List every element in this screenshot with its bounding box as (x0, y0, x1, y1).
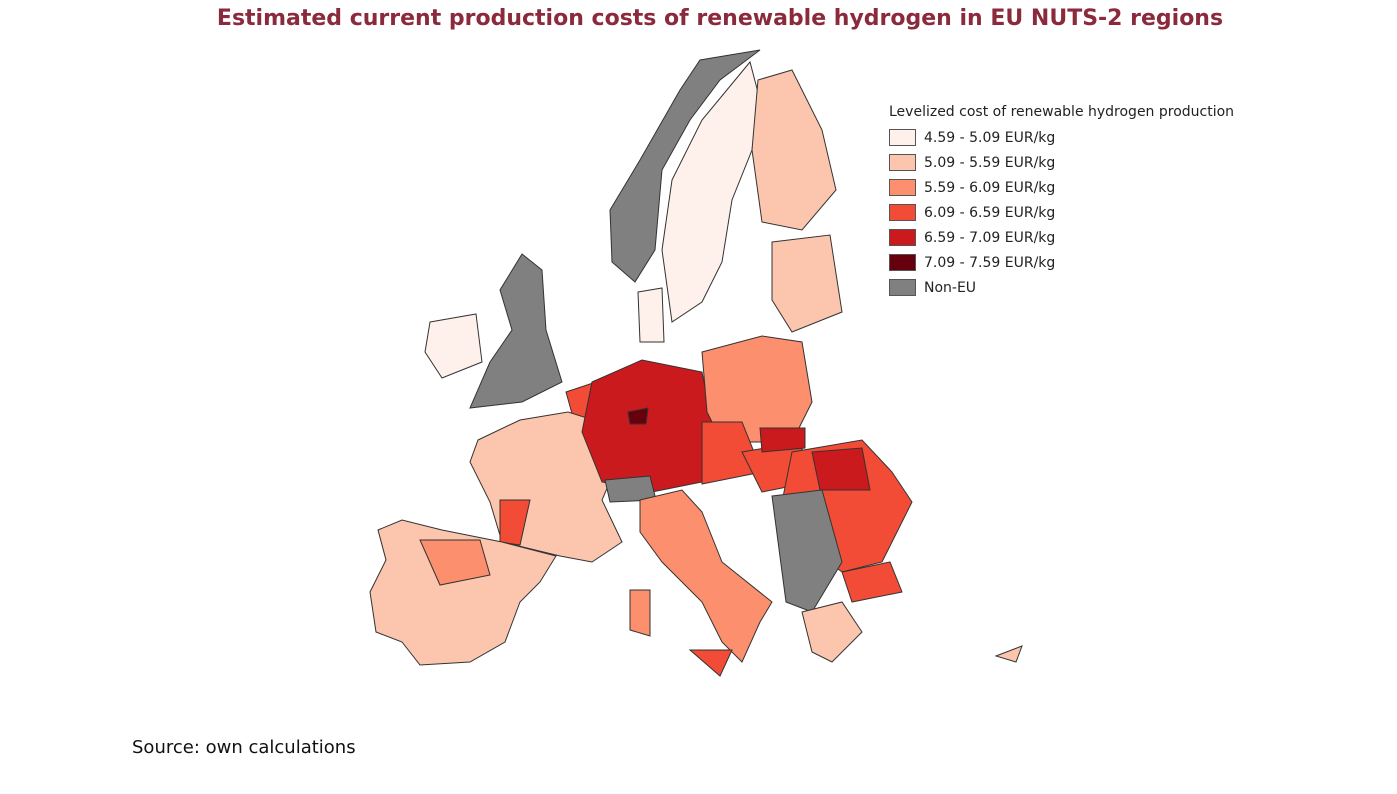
legend-label: 6.59 - 7.09 EUR/kg (924, 229, 1056, 246)
region-sicily (688, 649, 733, 677)
legend-swatch (889, 129, 916, 146)
region-france-southwest (499, 499, 531, 546)
legend-swatch (889, 179, 916, 196)
legend-label: 5.59 - 6.09 EUR/kg (924, 179, 1056, 196)
region-spain (369, 519, 557, 666)
region-bulgaria (841, 561, 903, 603)
region-italy (639, 489, 773, 663)
legend-item: 5.59 - 6.09 EUR/kg (889, 175, 1234, 200)
legend-item: 6.09 - 6.59 EUR/kg (889, 200, 1234, 225)
region-norway (609, 49, 761, 283)
map-title: Estimated current production costs of re… (216, 6, 1224, 31)
legend-swatch (889, 229, 916, 246)
map-legend: Levelized cost of renewable hydrogen pro… (889, 104, 1234, 300)
legend-label: 5.09 - 5.59 EUR/kg (924, 154, 1056, 171)
legend-swatch (889, 204, 916, 221)
legend-label: 4.59 - 5.09 EUR/kg (924, 129, 1056, 146)
legend-label: 6.09 - 6.59 EUR/kg (924, 204, 1056, 221)
region-poland (701, 335, 813, 443)
legend-label: 7.09 - 7.59 EUR/kg (924, 254, 1056, 271)
region-germany-center (627, 407, 649, 425)
legend-swatch (889, 154, 916, 171)
source-note: Source: own calculations (132, 737, 356, 758)
region-uk (469, 253, 563, 409)
region-sardinia (629, 589, 651, 637)
legend-item: Non-EU (889, 275, 1234, 300)
legend-swatch (889, 254, 916, 271)
region-denmark (637, 287, 665, 343)
region-spain-north (419, 539, 491, 586)
region-greece (801, 601, 863, 663)
legend-item: 7.09 - 7.59 EUR/kg (889, 250, 1234, 275)
region-slovakia (759, 427, 806, 453)
legend-item: 5.09 - 5.59 EUR/kg (889, 150, 1234, 175)
region-ireland (424, 313, 483, 379)
legend-swatch (889, 279, 916, 296)
legend-title: Levelized cost of renewable hydrogen pro… (889, 104, 1235, 120)
region-romania-center (811, 447, 871, 491)
legend-label: Non-EU (924, 279, 977, 296)
region-cyprus (994, 645, 1023, 663)
region-baltics (771, 234, 843, 333)
legend-item: 6.59 - 7.09 EUR/kg (889, 225, 1234, 250)
region-balkans (771, 489, 843, 613)
legend-item: 4.59 - 5.09 EUR/kg (889, 125, 1234, 150)
region-germany (581, 359, 713, 493)
region-finland (751, 69, 837, 231)
